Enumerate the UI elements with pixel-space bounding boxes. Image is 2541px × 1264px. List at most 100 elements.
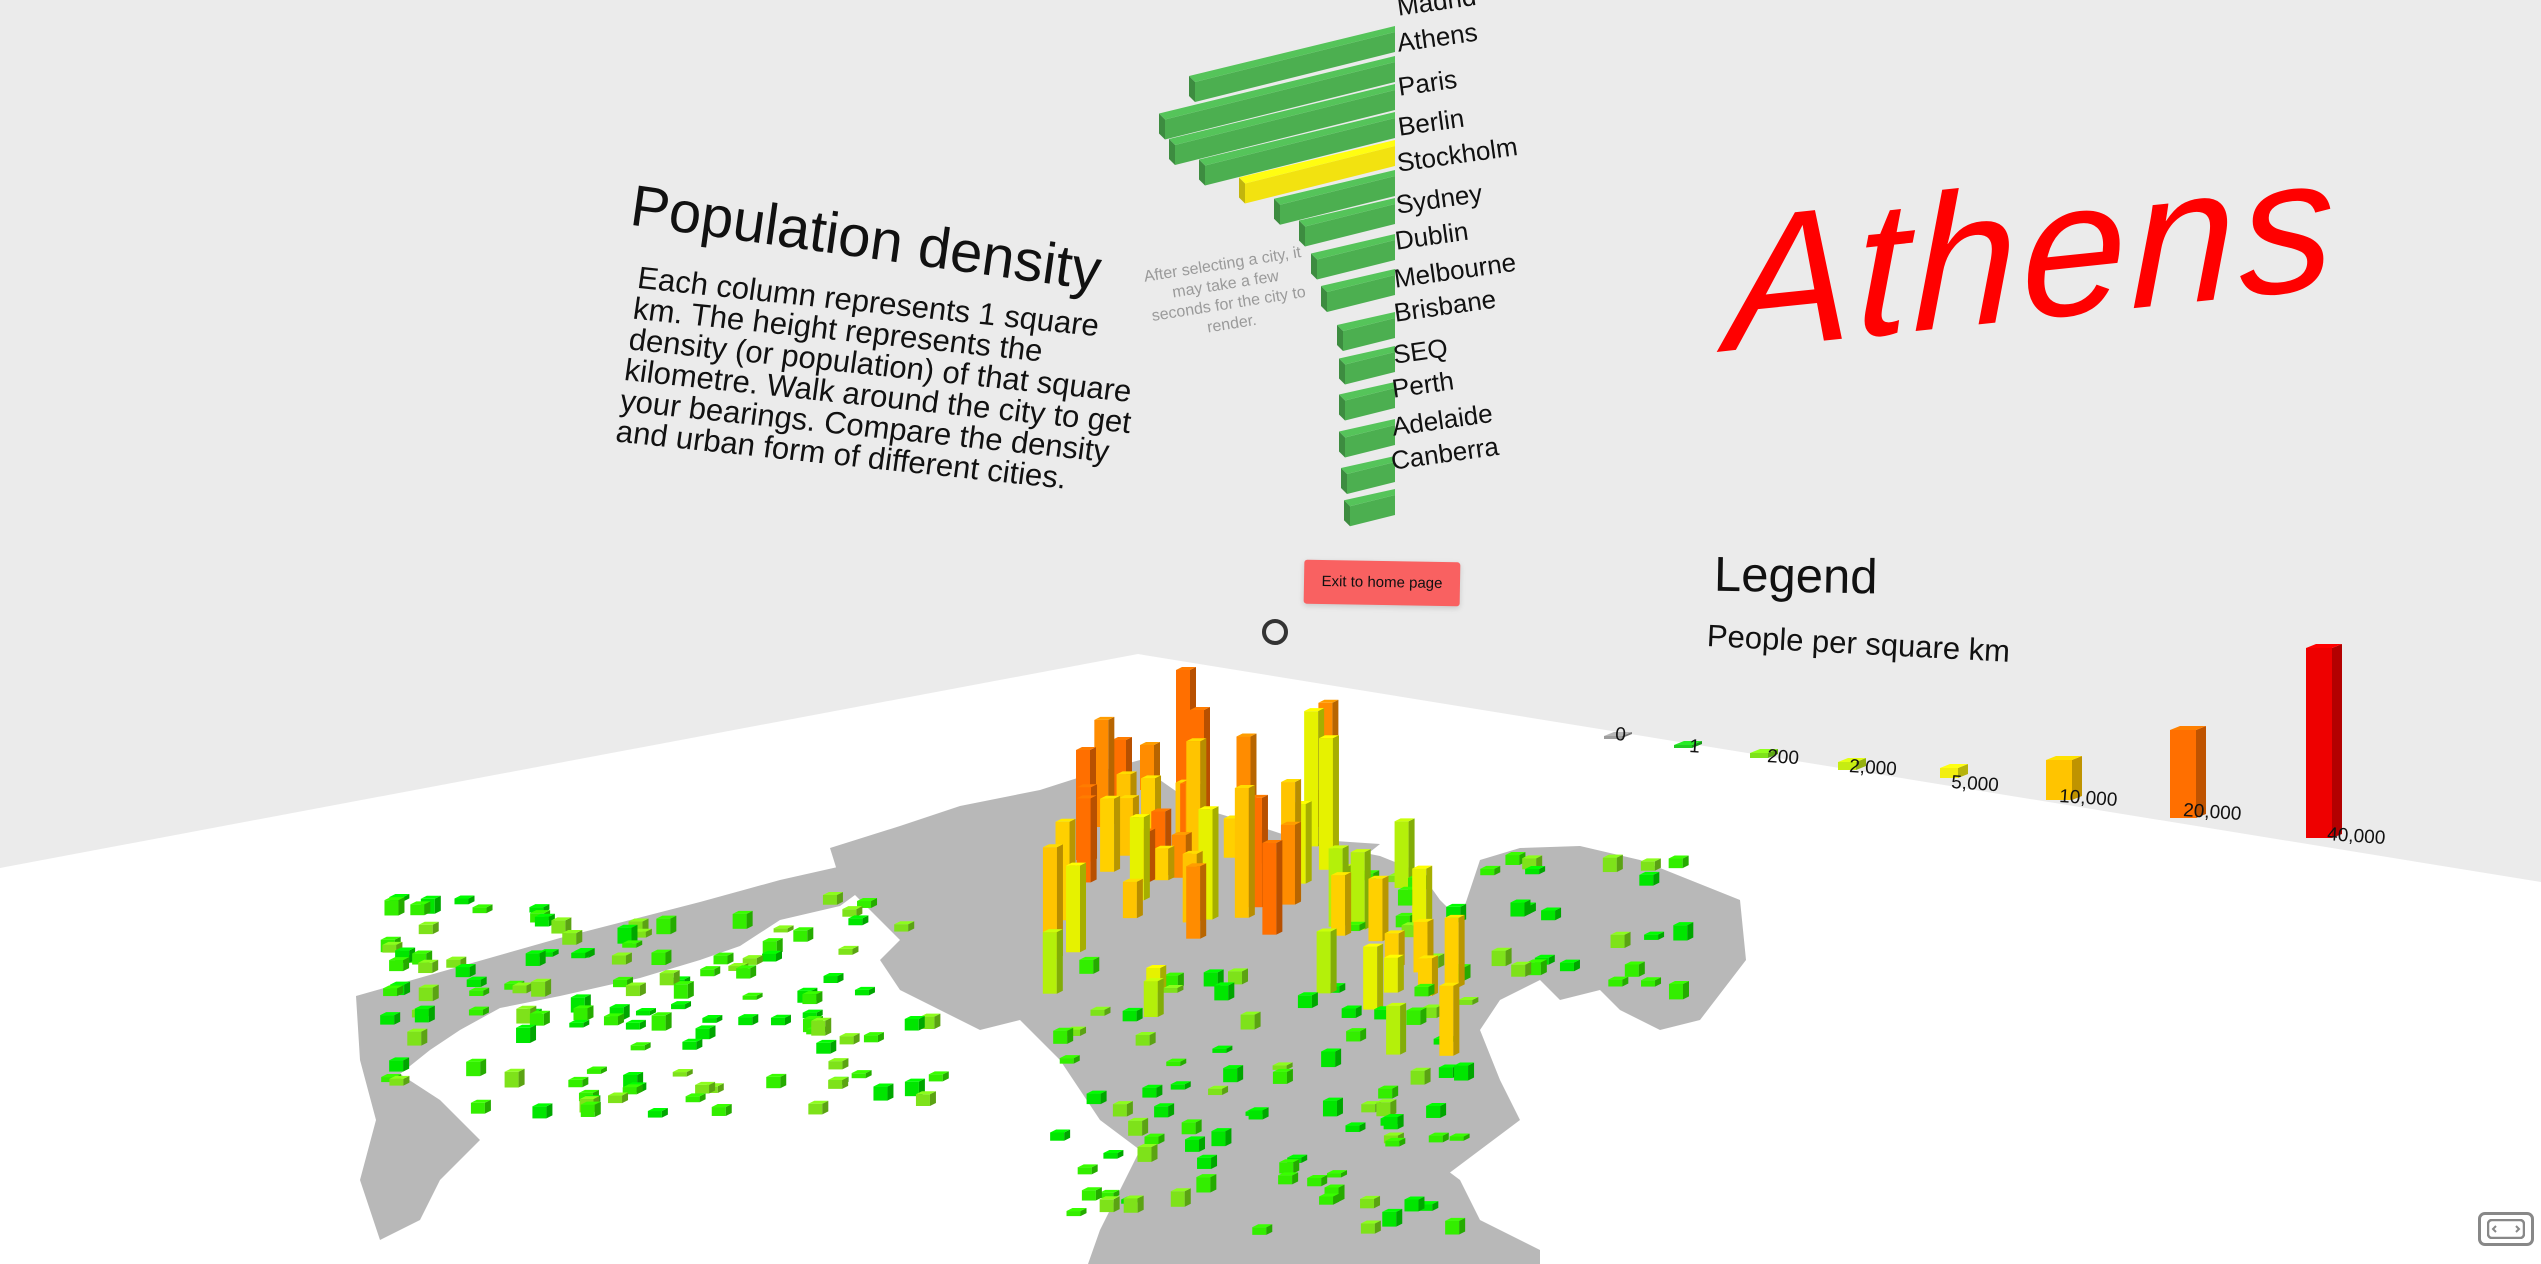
density-column-side	[852, 945, 859, 955]
legend-swatch-side	[1768, 749, 1778, 758]
density-column-top	[671, 1001, 692, 1005]
density-column-top	[1559, 959, 1580, 963]
density-column-top	[1081, 1187, 1102, 1191]
city-bar[interactable]	[1175, 90, 1395, 165]
exit-home-button[interactable]: Exit to home page	[1303, 559, 1461, 607]
legend-swatch	[1838, 762, 1856, 770]
density-column	[1203, 972, 1218, 987]
city-bar[interactable]	[1347, 462, 1395, 494]
density-column-top	[1076, 795, 1097, 799]
density-column-side	[1294, 821, 1301, 905]
density-column-top	[1395, 912, 1416, 916]
density-column-side	[1655, 977, 1662, 987]
density-column-top	[1386, 1002, 1407, 1006]
density-column-top	[1170, 1081, 1191, 1085]
density-column-top	[1151, 808, 1172, 812]
legend-label: 20,000	[2182, 800, 2242, 826]
density-column-top	[928, 1071, 949, 1075]
density-column-top	[1610, 931, 1631, 935]
density-column	[446, 959, 461, 968]
density-column-top	[407, 1028, 428, 1032]
density-column-top	[529, 1010, 550, 1014]
density-column-side	[746, 910, 753, 929]
density-column-top	[1280, 821, 1301, 825]
density-column-top	[380, 1012, 401, 1016]
density-column	[1280, 824, 1295, 905]
density-column	[1454, 1065, 1469, 1081]
density-column-side	[1525, 961, 1532, 977]
density-column-side	[403, 1075, 410, 1086]
city-bar-top	[1199, 112, 1395, 166]
density-column-top	[682, 1038, 703, 1042]
density-column-top	[1211, 1128, 1232, 1132]
density-column	[863, 1035, 878, 1043]
city-bar[interactable]	[1205, 118, 1395, 186]
density-column	[1491, 950, 1506, 967]
density-column	[1412, 868, 1427, 935]
city-bar[interactable]	[1345, 425, 1395, 458]
density-column	[1321, 1051, 1336, 1068]
density-column	[1223, 1068, 1238, 1083]
density-column-top	[625, 1019, 646, 1023]
density-column-side	[1382, 875, 1389, 942]
city-bar[interactable]	[1327, 275, 1395, 312]
density-column	[1212, 1048, 1227, 1053]
density-column-top	[389, 957, 410, 961]
density-column-top	[793, 927, 814, 931]
density-column	[823, 976, 838, 984]
city-bar[interactable]	[1345, 352, 1395, 385]
city-bar[interactable]	[1305, 204, 1395, 247]
density-column-side	[1539, 865, 1546, 875]
density-column	[766, 1076, 781, 1089]
density-column-side	[1222, 1085, 1229, 1096]
density-column-top	[695, 1025, 716, 1029]
density-column-side	[1392, 1085, 1399, 1099]
density-column	[1318, 738, 1333, 870]
density-column-side	[877, 1032, 884, 1043]
city-bar[interactable]	[1280, 176, 1395, 225]
legend-swatch-top	[1674, 741, 1702, 745]
density-column-top	[920, 1013, 941, 1017]
density-column	[1278, 1175, 1293, 1185]
density-column-side	[1333, 1193, 1340, 1205]
density-column-side	[1217, 969, 1224, 987]
city-bar[interactable]	[1350, 495, 1395, 527]
density-column	[647, 1111, 662, 1118]
density-column-top	[672, 1069, 693, 1073]
density-column-side	[750, 965, 757, 979]
density-column-side	[1359, 921, 1366, 932]
density-column-top	[571, 949, 592, 953]
density-column-side	[1453, 982, 1460, 1056]
city-bar[interactable]	[1343, 318, 1395, 351]
legend-swatch-side	[1958, 764, 1968, 778]
density-column-top	[1279, 1159, 1300, 1163]
city-bar-end	[1339, 394, 1345, 421]
density-column-side	[816, 1009, 823, 1019]
density-column	[1240, 1014, 1255, 1030]
density-column-side	[853, 1033, 860, 1045]
density-column-side	[623, 1004, 630, 1020]
density-column-top	[418, 984, 439, 988]
density-column-top	[1228, 968, 1249, 972]
city-bar[interactable]	[1345, 388, 1395, 421]
vr-headset-icon[interactable]	[2478, 1212, 2534, 1246]
density-column-side	[518, 1068, 525, 1088]
density-column-top	[1141, 775, 1162, 779]
density-column-side	[942, 1071, 949, 1082]
density-column-side	[1505, 947, 1512, 967]
density-column-top	[1368, 875, 1389, 879]
city-bar[interactable]	[1195, 32, 1395, 102]
density-column	[808, 1103, 823, 1115]
city-bar[interactable]	[1245, 146, 1395, 204]
density-column	[738, 1017, 753, 1026]
density-column-top	[851, 1070, 872, 1074]
density-column-side	[1682, 855, 1689, 869]
density-column-side	[1136, 1007, 1143, 1022]
density-column-top	[1076, 747, 1096, 750]
city-bar[interactable]	[1165, 62, 1395, 140]
density-column-top	[1413, 918, 1434, 922]
legend-swatch	[1940, 768, 1958, 778]
density-column-top	[410, 901, 431, 905]
density-column-top	[1322, 1097, 1343, 1101]
city-bar[interactable]	[1317, 240, 1395, 280]
